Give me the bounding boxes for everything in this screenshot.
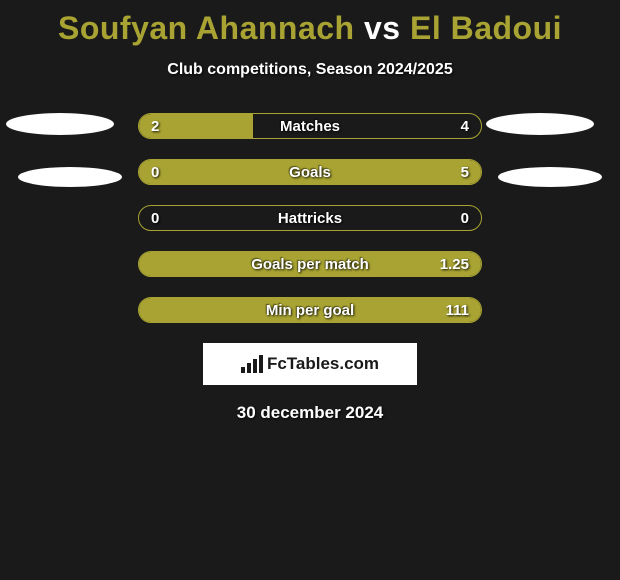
player-ellipse — [6, 113, 114, 135]
content-area: 24Matches 05Goals 00Hattricks 1.25Goals per… — [0, 113, 620, 423]
bar-label: Min per goal — [139, 298, 481, 322]
bar-label: Hattricks — [139, 206, 481, 230]
stat-bar-row: 1.25Goals per match — [138, 251, 482, 277]
stat-bar-row: 111Min per goal — [138, 297, 482, 323]
stat-bars: 24Matches 05Goals 00Hattricks 1.25Goals per… — [138, 113, 482, 323]
vs-text: vs — [364, 10, 401, 46]
bar-label: Goals — [139, 160, 481, 184]
subtitle: Club competitions, Season 2024/2025 — [0, 61, 620, 79]
player-ellipse — [18, 167, 122, 187]
stat-bar-row: 00Hattricks — [138, 205, 482, 231]
stat-bar-row: 24Matches — [138, 113, 482, 139]
bar-label: Goals per match — [139, 252, 481, 276]
stat-bar-row: 05Goals — [138, 159, 482, 185]
barchart-icon — [241, 355, 263, 373]
logo-text: FcTables.com — [267, 354, 379, 374]
player1-name: Soufyan Ahannach — [58, 10, 355, 46]
player-ellipse — [486, 113, 594, 135]
comparison-title: Soufyan Ahannach vs El Badoui — [0, 0, 620, 47]
player2-name: El Badoui — [410, 10, 562, 46]
logo-box: FcTables.com — [203, 343, 417, 385]
date: 30 december 2024 — [0, 403, 620, 423]
player-ellipse — [498, 167, 602, 187]
bar-label: Matches — [139, 114, 481, 138]
